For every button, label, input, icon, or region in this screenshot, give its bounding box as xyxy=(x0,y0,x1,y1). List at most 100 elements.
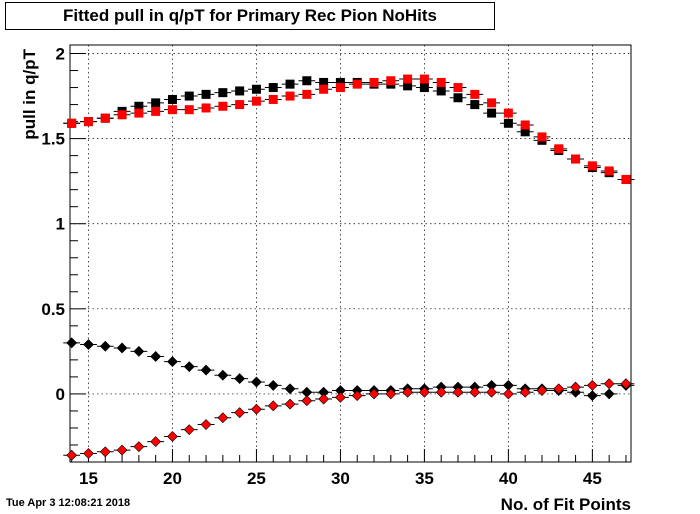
data-point xyxy=(352,79,362,89)
data-point xyxy=(99,446,111,458)
data-point xyxy=(319,84,329,94)
data-point xyxy=(419,83,429,93)
tick-labels: 15 20 25 30 35 40 45 0 0.5 1 1.5 2 xyxy=(41,45,601,488)
data-point xyxy=(218,88,228,98)
data-point xyxy=(621,174,631,184)
data-point xyxy=(116,342,128,354)
x-axis-label: No. of Fit Points xyxy=(501,495,631,514)
data-point xyxy=(134,108,144,118)
data-point xyxy=(217,369,229,381)
data-point xyxy=(587,161,597,171)
data-point xyxy=(268,83,278,93)
data-point xyxy=(453,93,463,103)
data-point xyxy=(335,77,345,87)
data-point xyxy=(570,381,581,393)
axis-ticks xyxy=(70,53,627,463)
data-point xyxy=(184,91,194,101)
data-point xyxy=(167,105,177,115)
data-point xyxy=(133,441,145,453)
data-point xyxy=(235,100,245,110)
data-point xyxy=(251,376,262,388)
data-point xyxy=(403,74,413,84)
data-point xyxy=(133,345,145,357)
y-tick-label: 1.5 xyxy=(41,130,65,149)
data-point xyxy=(334,391,346,403)
plot-frame xyxy=(69,44,632,463)
data-point xyxy=(284,398,296,410)
data-point xyxy=(251,403,262,415)
x-tick-label: 35 xyxy=(415,469,434,488)
timestamp: Tue Apr 3 12:08:21 2018 xyxy=(6,497,131,509)
data-point xyxy=(67,118,77,128)
data-point xyxy=(134,101,144,111)
data-point xyxy=(183,424,195,436)
x-tick-label: 20 xyxy=(163,469,182,488)
x-tick-label: 15 xyxy=(79,469,98,488)
x-tick-label: 40 xyxy=(499,469,518,488)
data-point xyxy=(553,383,565,395)
y-tick-label: 2 xyxy=(56,45,65,64)
data-point xyxy=(150,351,162,362)
data-point xyxy=(284,383,296,395)
series-2 xyxy=(63,74,635,184)
data-point xyxy=(268,94,278,104)
data-point xyxy=(100,113,110,123)
data-point xyxy=(453,83,463,93)
data-point xyxy=(251,84,261,94)
data-point xyxy=(603,378,615,390)
chart-title: Fitted pull in q/pT for Primary Rec Pion… xyxy=(5,2,495,30)
series-1 xyxy=(63,76,635,184)
data-point xyxy=(470,100,480,110)
data-point xyxy=(487,108,497,118)
data-point xyxy=(301,395,313,407)
data-point xyxy=(83,339,94,350)
data-point xyxy=(520,120,530,130)
data-point xyxy=(318,393,330,405)
data-point xyxy=(200,419,212,430)
data-point xyxy=(200,364,212,376)
y-tick-label: 1 xyxy=(56,215,65,234)
data-point xyxy=(519,386,531,398)
data-series xyxy=(63,74,635,461)
data-point xyxy=(319,77,329,87)
data-point xyxy=(620,378,632,390)
data-point xyxy=(436,86,446,96)
data-point xyxy=(66,449,78,461)
data-point xyxy=(83,448,94,459)
data-point xyxy=(234,373,246,385)
data-point xyxy=(503,108,513,118)
data-point xyxy=(83,117,93,127)
data-point xyxy=(586,390,598,402)
data-point xyxy=(403,81,413,91)
data-point xyxy=(604,166,614,176)
x-tick-label: 25 xyxy=(247,469,266,488)
data-point xyxy=(418,386,430,398)
data-point xyxy=(235,86,245,96)
data-point xyxy=(536,385,548,396)
data-point xyxy=(537,132,547,142)
data-point xyxy=(285,91,295,101)
data-point xyxy=(150,436,162,447)
data-point xyxy=(267,400,279,412)
data-point xyxy=(99,340,111,352)
data-point xyxy=(151,98,161,108)
data-point xyxy=(251,96,261,106)
data-point xyxy=(385,388,397,400)
data-point xyxy=(302,89,312,99)
series-4 xyxy=(63,378,635,461)
data-point xyxy=(116,444,128,456)
data-point xyxy=(184,105,194,115)
data-point xyxy=(603,388,615,400)
data-point xyxy=(218,101,228,111)
x-tick-label: 30 xyxy=(331,469,350,488)
data-point xyxy=(183,361,195,373)
data-point xyxy=(167,356,178,368)
series-3 xyxy=(63,337,635,402)
data-point xyxy=(217,412,229,424)
data-point xyxy=(151,106,161,116)
data-point xyxy=(571,154,581,164)
data-point xyxy=(302,76,312,86)
data-point xyxy=(554,144,564,154)
data-point xyxy=(201,89,211,99)
